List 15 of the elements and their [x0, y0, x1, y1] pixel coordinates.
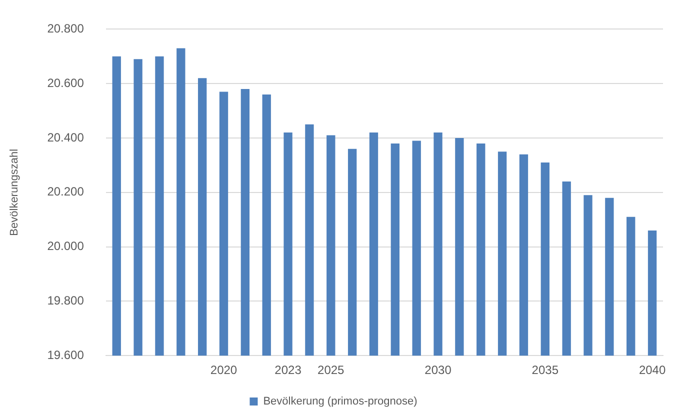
x-tick-label: 2023: [274, 363, 302, 378]
y-axis-title: Bevölkerungszahl: [8, 148, 21, 236]
x-tick-label: 2035: [532, 363, 559, 378]
y-tick-label: 19.800: [47, 294, 84, 308]
x-tick-label: 2025: [318, 363, 345, 378]
x-tick-label: 2030: [424, 363, 452, 378]
x-tick-label: 2040: [638, 363, 666, 378]
y-tick-label: 20.600: [47, 76, 84, 90]
y-tick-label: 20.400: [47, 130, 84, 144]
legend-label: Bevölkerung (primos-prognose): [263, 396, 418, 408]
y-tick-label: 20.800: [47, 22, 84, 36]
x-tick-label: 2020: [210, 363, 238, 378]
y-tick-label: 20.000: [47, 239, 84, 254]
y-tick-label: 19.600: [47, 348, 84, 362]
y-tick-label: 20.200: [47, 184, 84, 199]
